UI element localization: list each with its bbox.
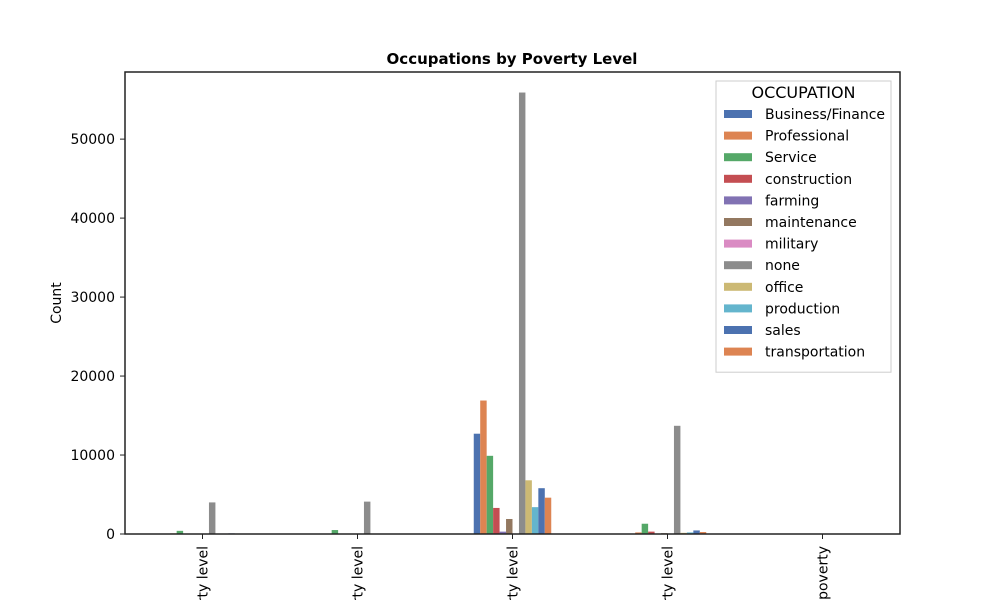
y-tick-label: 10000 [70,448,115,464]
x-ticks: rty level rty level rty level rty level pove… [196,534,832,600]
bar [506,518,513,534]
legend-swatch [724,304,752,313]
plot-frame [124,71,901,535]
bar [473,433,481,534]
legend-entry: farming [765,193,819,209]
legend-entry: sales [765,323,801,339]
bar [531,507,539,534]
bar [525,480,532,534]
bar [635,532,642,534]
bar [686,532,694,534]
chart-title: Occupations by Poverty Level [387,50,638,68]
legend-entry: transportation [765,345,865,361]
bars-layer [163,92,836,535]
legend-entry: production [765,301,840,317]
bar [331,530,339,534]
x-tick-label: rty level [506,546,522,600]
legend-box [715,80,892,373]
x-tick-label: poverty [816,546,832,600]
y-tick-label: 20000 [70,369,115,385]
y-axis-label: Count [49,282,65,324]
legend-swatch [724,196,752,205]
bar [693,530,700,534]
x-tick-label: rty level [196,546,212,600]
legend-entry: Business/Finance [765,107,885,123]
legend: OCCUPATION Business/Finance Professional Se… [715,80,892,373]
legend-entry: Service [765,150,817,166]
y-tick-label: 50000 [70,132,115,148]
bar [699,532,707,534]
bar [493,507,500,534]
x-tick-label: rty level [351,546,367,600]
legend-entry: construction [765,172,852,188]
bar [208,502,216,534]
bar [648,531,655,534]
y-tick-label: 30000 [70,290,115,306]
bar [480,400,487,534]
legend-entry: office [765,280,803,296]
legend-title: OCCUPATION [751,83,855,102]
bar [673,425,681,534]
legend-swatch [724,326,752,334]
legend-swatch [724,110,752,118]
y-tick-label: 40000 [70,211,115,227]
legend-swatch [724,261,752,270]
bar [499,531,507,534]
bar [518,92,526,535]
bar [538,488,545,534]
bar [176,530,184,534]
legend-swatch [724,347,752,356]
x-tick-label: rty level [661,546,677,600]
legend-entry: maintenance [765,215,857,231]
legend-swatch [724,174,752,183]
bar [641,523,649,534]
legend-swatch [724,153,752,162]
y-tick-label: 0 [106,527,115,543]
legend-swatch [724,218,752,226]
bar [544,497,552,534]
legend-swatch [724,282,752,291]
bar [363,501,371,534]
legend-swatch [724,239,752,248]
legend-entry: military [765,237,818,253]
legend-swatch [724,131,752,140]
legend-entry: Professional [765,129,849,145]
legend-entry: none [765,258,800,274]
y-ticks: 0 10000 20000 30000 40000 50000 [70,132,125,543]
bar [486,455,494,534]
